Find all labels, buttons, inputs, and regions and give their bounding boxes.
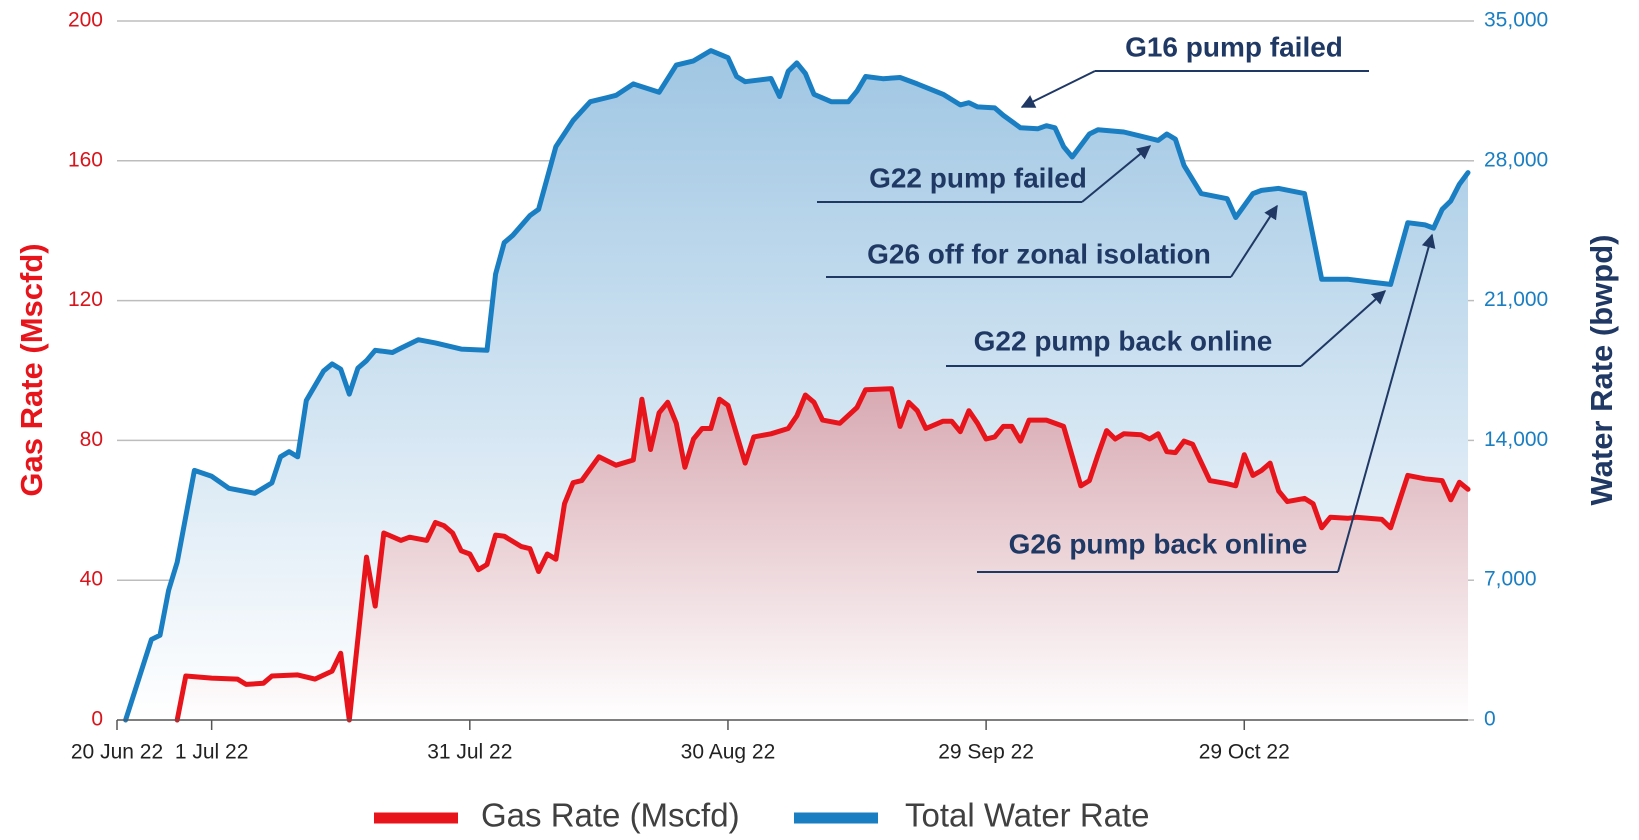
y-tick-label: 200 — [68, 9, 103, 32]
line-layer — [123, 48, 1471, 723]
y-tick-label: 0 — [91, 708, 103, 731]
series-line — [174, 386, 1471, 723]
y2-tick-label: 7,000 — [1484, 568, 1537, 591]
y-axis-title: Gas Rate (Mscfd) — [14, 243, 49, 496]
area-fill — [177, 388, 1469, 720]
annotation-arrow — [1300, 290, 1387, 367]
y2-tick-label: 14,000 — [1484, 428, 1548, 451]
annotation-arrow — [1081, 145, 1152, 203]
x-tick-label: 1 Jul 22 — [175, 741, 249, 764]
x-tick-label: 31 Jul 22 — [427, 741, 512, 764]
legend: Gas Rate (Mscfd) Total Water Rate — [374, 797, 1150, 834]
x-tick-label: 29 Sep 22 — [938, 741, 1034, 764]
y-tick-label: 160 — [68, 148, 103, 171]
x-tick-label: 20 Jun 22 — [71, 741, 163, 764]
annotation: G22 pump failed — [869, 162, 1087, 193]
annotation: G22 pump back online — [974, 325, 1273, 356]
y-tick-label: 40 — [80, 568, 103, 591]
annotation-arrow — [1230, 204, 1278, 278]
annotation: G26 off for zonal isolation — [867, 238, 1211, 269]
x-tick-label: 30 Aug 22 — [681, 741, 776, 764]
annotation-layer: G16 pump failed G22 pump failed G26 off fo… — [817, 31, 1436, 573]
annotation-arrow — [1020, 70, 1096, 108]
y2-axis-title: Water Rate (bwpd) — [1584, 235, 1619, 506]
y2-tick-label: 0 — [1484, 708, 1496, 731]
x-tick-label: 29 Oct 22 — [1199, 741, 1290, 764]
series-line — [123, 48, 1471, 723]
legend-label: Total Water Rate — [905, 797, 1150, 834]
y2-tick-label: 28,000 — [1484, 148, 1548, 171]
area-layer — [125, 50, 1469, 721]
axis-layer: 0 40 80 120 160 200 0 7,000 14,000 21,000 28,000 35… — [68, 9, 1548, 764]
annotation: G26 pump back online — [1009, 528, 1308, 559]
y2-tick-label: 21,000 — [1484, 288, 1548, 311]
annotation-arrow — [1337, 233, 1436, 573]
y2-tick-label: 35,000 — [1484, 9, 1548, 32]
y-tick-label: 80 — [80, 428, 103, 451]
annotation: G16 pump failed — [1125, 31, 1343, 62]
y-tick-label: 120 — [68, 288, 103, 311]
legend-label: Gas Rate (Mscfd) — [481, 797, 740, 834]
